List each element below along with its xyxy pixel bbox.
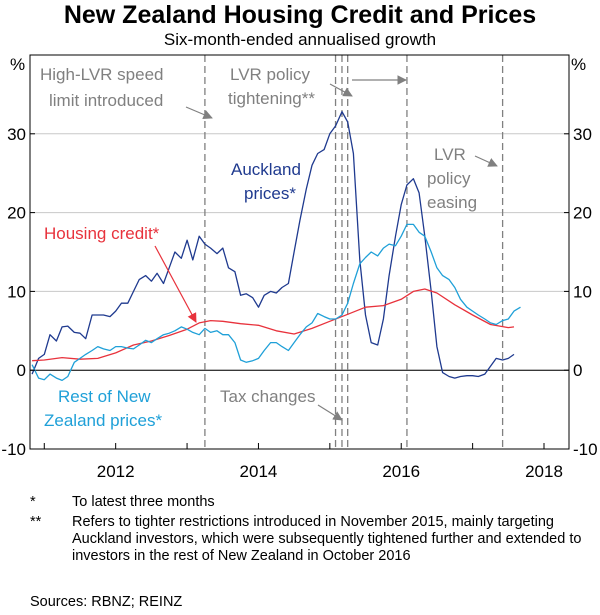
x-tick-2012: 2012 [97,462,135,481]
label-auckland-line2: prices* [244,184,296,203]
y-tick-left-30: 30 [7,125,26,144]
right-unit-label: % [571,55,586,74]
label-rest-nz-line1: Rest of New [58,387,151,406]
y-tick-right-10: 10 [573,282,592,301]
y-tick-left-20: 20 [7,204,26,223]
y-tick-left-10: 10 [7,282,26,301]
label-auckland: Auckland prices* [231,160,301,203]
annotation-lvr-easing-line1: LVR [434,145,466,164]
annotation-high-lvr: High-LVR speed limit introduced [40,65,213,120]
annotation-high-lvr-line2: limit introduced [49,91,163,110]
annotation-tax-changes-text: Tax changes [220,387,315,406]
footnote-1: * To latest three months [30,494,590,511]
y-tick-right--10: -10 [573,440,598,459]
y-tick-left-0: 0 [17,361,26,380]
plot-frame [29,54,570,450]
footnote-1-mark: * [30,494,36,510]
series-line-3 [31,223,521,382]
series-line-2 [32,288,515,362]
chart-subtitle: Six-month-ended annualised growth [163,30,437,49]
footnote-2-mark: ** [30,514,42,530]
annotation-lvr-tightening-line1: LVR policy [230,65,310,84]
label-rest-nz: Rest of New Zealand prices* [44,387,163,430]
x-tick-2018: 2018 [525,462,563,481]
annotation-lvr-tightening: LVR policy tightening** [228,65,407,108]
chart-title: New Zealand Housing Credit and Prices [63,1,537,29]
annotation-high-lvr-arrow [185,106,213,120]
x-tick-2016: 2016 [382,462,420,481]
annotation-high-lvr-line1: High-LVR speed [40,65,163,84]
annotation-tax-changes: Tax changes [220,387,343,421]
annotation-tax-changes-arrow [317,404,343,421]
annotation-lvr-easing-line3: easing [427,193,477,212]
label-housing-credit-text: Housing credit* [44,224,160,243]
footnotes: * To latest three months ** Refers to ti… [30,494,590,568]
sources: Sources: RBNZ; REINZ [30,594,183,610]
chart-area: -10 -10 0 0 10 10 20 20 30 30 2012 2014 2016 2018 % %… [1,54,598,481]
annotation-lvr-tightening-arrow-1 [329,83,353,97]
left-unit-label: % [10,55,25,74]
annotation-lvr-tightening-line2: tightening** [228,89,315,108]
label-housing-credit-arrow [154,245,197,323]
annotation-lvr-easing-line2: policy [427,169,471,188]
series-line-1 [31,111,515,379]
y-tick-right-30: 30 [573,125,592,144]
y-tick-right-0: 0 [573,361,582,380]
label-auckland-line1: Auckland [231,160,301,179]
footnote-2: ** Refers to tighter restrictions introd… [30,514,590,565]
annotation-lvr-easing: LVR policy easing [427,145,498,212]
label-housing-credit: Housing credit* [44,224,197,323]
footnote-1-text: To latest three months [72,494,215,510]
y-tick-right-20: 20 [573,204,592,223]
label-rest-nz-line2: Zealand prices* [44,411,163,430]
annotation-lvr-easing-arrow [474,155,498,167]
y-tick-left--10: -10 [1,440,26,459]
x-tick-2014: 2014 [240,462,278,481]
footnote-2-text: Refers to tighter restrictions introduce… [72,514,582,564]
